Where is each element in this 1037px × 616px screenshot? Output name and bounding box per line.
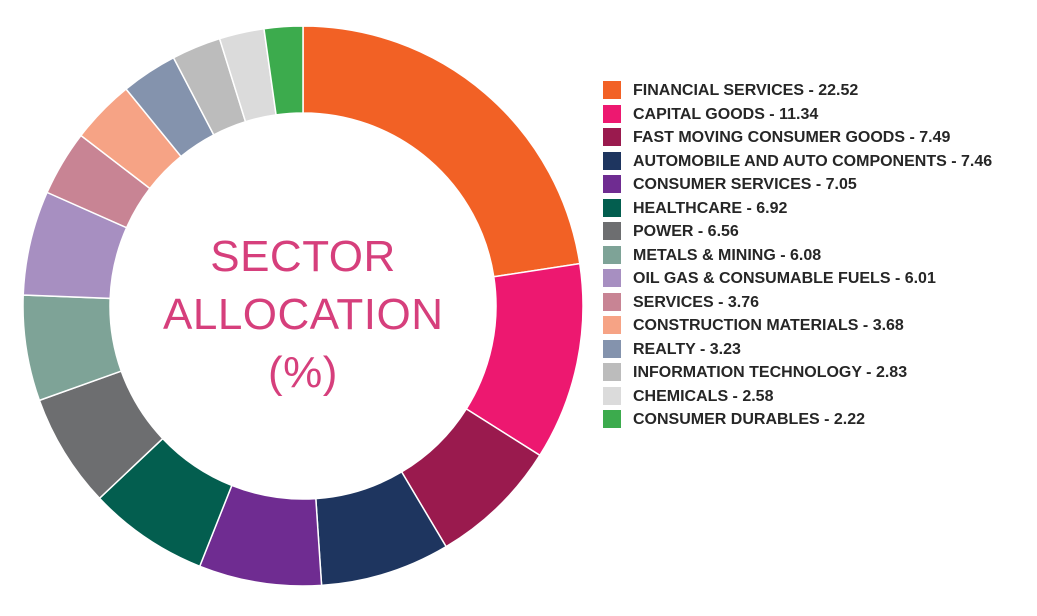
legend-item-healthcare: HEALTHCARE - 6.92 <box>603 197 1023 221</box>
legend-label: CHEMICALS - 2.58 <box>633 387 774 405</box>
donut-chart <box>22 25 584 587</box>
legend-label: INFORMATION TECHNOLOGY - 2.83 <box>633 364 908 381</box>
legend-item-oil-gas-consumable-fuels: OIL GAS & CONSUMABLE FUELS - 6.01 <box>603 267 1023 291</box>
chart-title-line-1: SECTOR <box>210 232 396 281</box>
legend-label: OIL GAS & CONSUMABLE FUELS - 6.01 <box>633 270 936 287</box>
chart-title-line-3: (%) <box>268 348 338 397</box>
legend-swatch <box>603 386 621 405</box>
legend-item-metals-mining: METALS & MINING - 6.08 <box>603 244 1023 268</box>
legend-item-construction-materials: CONSTRUCTION MATERIALS - 3.68 <box>603 314 1023 338</box>
legend-item-chemicals: CHEMICALS - 2.58 <box>603 385 1023 409</box>
slice-consumer-durables <box>263 25 304 116</box>
legend-swatch <box>603 128 621 146</box>
legend-label: HEALTHCARE - 6.92 <box>633 199 788 217</box>
chart-legend: FINANCIAL SERVICES - 22.52 CAPITAL GOODS … <box>603 79 1023 432</box>
legend-label: METALS & MINING - 6.08 <box>633 246 822 264</box>
legend-swatch <box>603 222 621 240</box>
legend-swatch <box>603 316 621 334</box>
legend-label: AUTOMOBILE AND AUTO COMPONENTS - 7.46 <box>633 152 993 170</box>
legend-swatch <box>603 363 621 381</box>
legend-label: REALTY - 3.23 <box>633 340 741 358</box>
legend-swatch <box>603 175 621 193</box>
legend-item-fast-moving-consumer-goods: FAST MOVING CONSUMER GOODS - 7.49 <box>603 126 1023 150</box>
legend-label: SERVICES - 3.76 <box>633 293 759 311</box>
legend-item-services: SERVICES - 3.76 <box>603 291 1023 315</box>
legend-swatch <box>603 269 621 287</box>
chart-title-line-2: ALLOCATION <box>163 290 444 339</box>
legend-swatch <box>603 151 621 170</box>
legend-swatch <box>603 339 621 358</box>
slice-financial-services <box>302 25 581 278</box>
legend-label: CONSUMER SERVICES - 7.05 <box>633 176 857 193</box>
legend-item-automobile-and-auto-components: AUTOMOBILE AND AUTO COMPONENTS - 7.46 <box>603 150 1023 174</box>
legend-item-financial-services: FINANCIAL SERVICES - 22.52 <box>603 79 1023 103</box>
legend-item-information-technology: INFORMATION TECHNOLOGY - 2.83 <box>603 361 1023 385</box>
legend-label: FINANCIAL SERVICES - 22.52 <box>633 82 859 99</box>
legend-swatch <box>603 198 621 217</box>
legend-label: CONSTRUCTION MATERIALS - 3.68 <box>633 317 904 334</box>
legend-swatch <box>603 410 621 428</box>
legend-item-consumer-services: CONSUMER SERVICES - 7.05 <box>603 173 1023 197</box>
legend-label: CONSUMER DURABLES - 2.22 <box>633 411 866 428</box>
legend-label: FAST MOVING CONSUMER GOODS - 7.49 <box>633 129 951 146</box>
legend-item-realty: REALTY - 3.23 <box>603 338 1023 362</box>
legend-swatch <box>603 245 621 264</box>
legend-item-consumer-durables: CONSUMER DURABLES - 2.22 <box>603 408 1023 432</box>
legend-swatch <box>603 104 621 123</box>
legend-label: CAPITAL GOODS - 11.34 <box>633 105 819 123</box>
legend-swatch <box>603 292 621 311</box>
legend-item-capital-goods: CAPITAL GOODS - 11.34 <box>603 103 1023 127</box>
legend-item-power: POWER - 6.56 <box>603 220 1023 244</box>
legend-swatch <box>603 81 621 99</box>
legend-label: POWER - 6.56 <box>633 223 739 240</box>
chart-title: SECTOR ALLOCATION (%) <box>163 228 443 402</box>
